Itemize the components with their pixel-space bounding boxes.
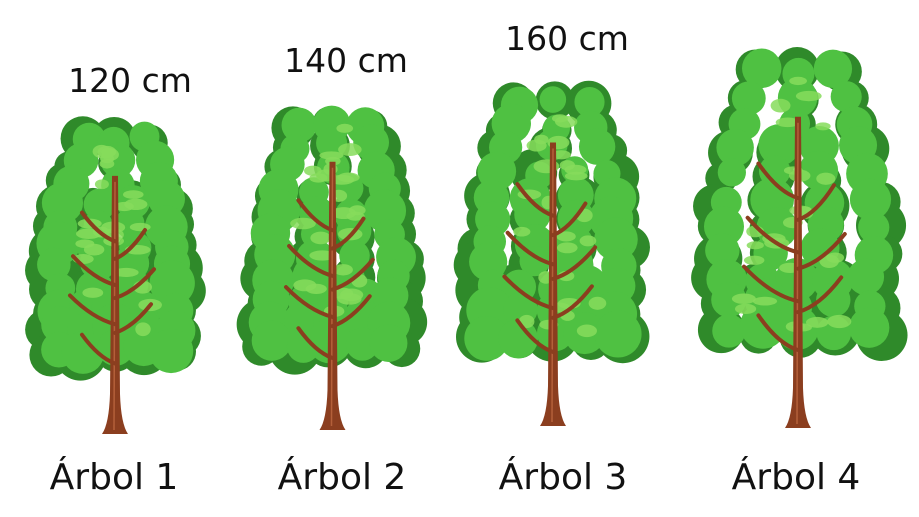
tree-4-illustration [691,47,908,428]
tree-1-name: Árbol 1 [49,457,179,498]
tree-4-name: Árbol 4 [731,457,861,498]
foliage [236,105,428,375]
tree-3-name: Árbol 3 [498,457,628,498]
tree-2-name: Árbol 2 [277,457,407,498]
tree-1-height-label: 120 cm [68,61,192,100]
trunk [742,116,847,428]
tree-1-illustration [25,116,206,434]
trunk [502,142,598,426]
tree-2-height-label: 140 cm [284,41,408,80]
trunk [68,175,156,434]
tree-3-height-label: 160 cm [505,19,629,58]
foliage [453,80,650,364]
tree-3-illustration [453,80,650,426]
trunk [284,161,375,430]
tree-2-illustration [236,105,428,430]
